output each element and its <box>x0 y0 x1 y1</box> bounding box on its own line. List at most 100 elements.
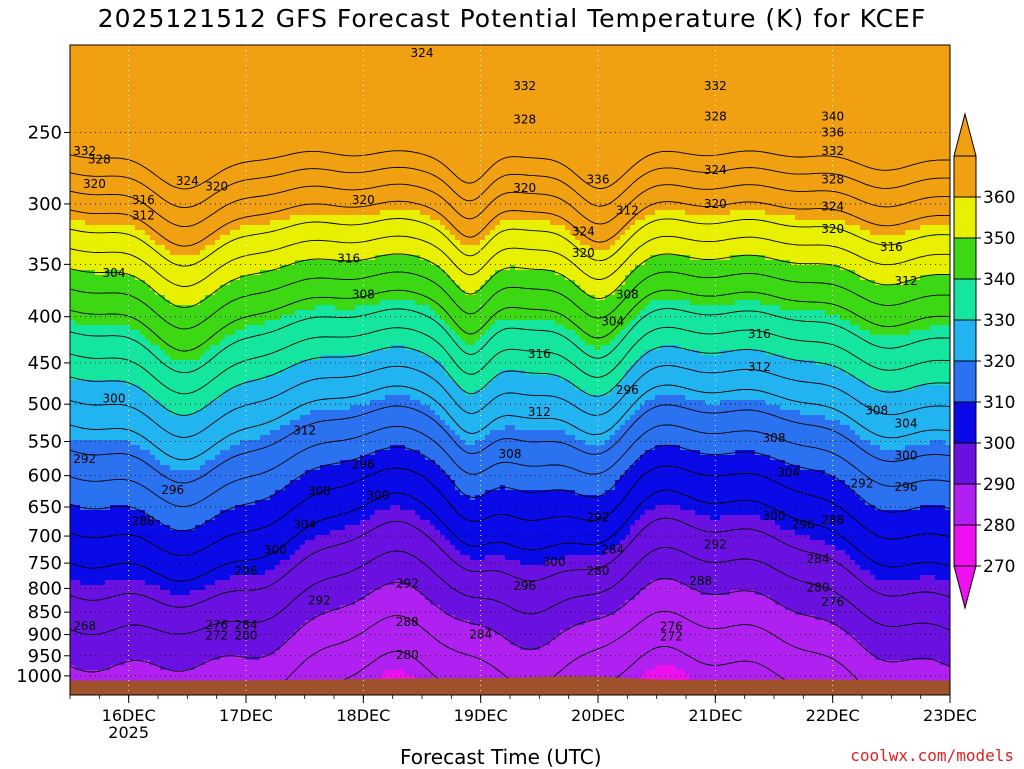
contour-label-288-26: 288 <box>396 615 419 629</box>
contour-label-272-52: 272 <box>660 630 683 644</box>
contour-label-284-49: 284 <box>601 542 624 556</box>
contour-label-304-46: 304 <box>601 315 624 329</box>
colorbar-segment-6 <box>954 279 976 320</box>
contour-label-292-22: 292 <box>308 593 331 607</box>
contour-label-332-67: 332 <box>821 144 844 158</box>
contour-label-296-23: 296 <box>352 457 375 471</box>
contour-label-288-78: 288 <box>821 513 844 527</box>
contour-label-292-48: 292 <box>587 511 610 525</box>
contour-label-320-12: 320 <box>205 180 228 194</box>
colorbar-label-270: 270 <box>983 557 1015 577</box>
x-tick-label-18dec: 18DEC <box>336 706 390 725</box>
contour-label-324-42: 324 <box>572 225 595 239</box>
y-tick-label-850: 850 <box>28 602 62 623</box>
contour-label-340-65: 340 <box>821 109 844 123</box>
colorbar-segment-3 <box>954 402 976 443</box>
contour-label-280-27: 280 <box>396 648 419 662</box>
contour-label-324-69: 324 <box>821 200 844 214</box>
contour-label-292-63: 292 <box>704 537 727 551</box>
contour-label-332-32: 332 <box>513 79 536 93</box>
contour-label-268-11: 268 <box>73 619 96 633</box>
colorbar-label-280: 280 <box>983 516 1015 536</box>
contour-label-296-39: 296 <box>513 579 536 593</box>
y-tick-label-700: 700 <box>28 526 62 547</box>
contour-label-316-35: 316 <box>528 347 551 361</box>
contour-label-304-6: 304 <box>103 266 126 280</box>
contour-label-296-62: 296 <box>792 518 815 532</box>
y-tick-label-900: 900 <box>28 625 62 646</box>
contour-label-328-33: 328 <box>513 113 536 127</box>
colorbar-segment-7 <box>954 238 976 279</box>
y-axis-pressure: 2503003504004505005506006507007508008509… <box>16 122 70 686</box>
y-tick-label-750: 750 <box>28 553 62 574</box>
contour-label-336-41: 336 <box>587 173 610 187</box>
colorbar-segment-8 <box>954 197 976 238</box>
colorbar-segment-2 <box>954 443 976 484</box>
colorbar-label-310: 310 <box>983 393 1015 413</box>
contour-label-316-57: 316 <box>748 327 771 341</box>
contour-label-300-38: 300 <box>543 555 566 569</box>
y-tick-label-500: 500 <box>28 394 62 415</box>
x-tick-label-23dec: 23DEC <box>923 706 977 725</box>
y-tick-label-1000: 1000 <box>16 666 62 687</box>
x-tick-year-label: 2025 <box>108 723 149 742</box>
contour-label-308-59: 308 <box>763 431 786 445</box>
contour-label-320-34: 320 <box>513 181 536 195</box>
colorbar-segment-9 <box>954 156 976 197</box>
colorbar-label-300: 300 <box>983 434 1015 454</box>
y-tick-label-550: 550 <box>28 432 62 453</box>
y-tick-label-400: 400 <box>28 307 62 328</box>
contour-label-320-14: 320 <box>352 193 375 207</box>
contour-label-320-43: 320 <box>572 246 595 260</box>
colorbar-label-360: 360 <box>983 188 1015 208</box>
y-tick-label-600: 600 <box>28 466 62 487</box>
x-tick-label-19dec: 19DEC <box>454 706 508 725</box>
contour-label-300-7: 300 <box>103 392 126 406</box>
y-tick-label-800: 800 <box>28 578 62 599</box>
contour-label-308-45: 308 <box>616 288 639 302</box>
contour-label-312-58: 312 <box>748 360 771 374</box>
contour-label-284-40: 284 <box>469 628 492 642</box>
contour-label-312-72: 312 <box>895 274 918 288</box>
colorbar-label-350: 350 <box>983 229 1015 249</box>
contour-label-312-36: 312 <box>528 405 551 419</box>
y-tick-label-300: 300 <box>28 194 62 215</box>
contour-label-300-24: 300 <box>367 488 390 502</box>
contour-label-284-79: 284 <box>807 552 830 566</box>
contour-label-332-53: 332 <box>704 79 727 93</box>
contour-label-280-31: 280 <box>235 628 258 642</box>
contour-label-320-70: 320 <box>821 222 844 236</box>
y-tick-label-350: 350 <box>28 254 62 275</box>
contour-label-292-8: 292 <box>73 452 96 466</box>
contour-label-288-10: 288 <box>132 514 155 528</box>
potential-temperature-field <box>70 45 951 696</box>
contour-label-312-5: 312 <box>132 209 155 223</box>
colorbar-extend-bottom <box>954 566 976 608</box>
contour-label-280-50: 280 <box>587 564 610 578</box>
y-tick-label-950: 950 <box>28 646 62 667</box>
colorbar-segment-5 <box>954 320 976 361</box>
colorbar-label-290: 290 <box>983 475 1015 495</box>
contour-label-316-71: 316 <box>880 240 903 254</box>
y-tick-label-450: 450 <box>28 353 62 374</box>
contour-label-308-18: 308 <box>308 484 331 498</box>
x-tick-label-22dec: 22DEC <box>806 706 860 725</box>
contour-label-316-4: 316 <box>132 193 155 207</box>
contour-label-288-64: 288 <box>689 574 712 588</box>
contour-label-308-73: 308 <box>865 403 888 417</box>
source-watermark[interactable]: coolwx.com/models <box>850 746 1014 765</box>
contour-label-296-47: 296 <box>616 383 639 397</box>
contour-label-304-19: 304 <box>293 518 316 532</box>
x-axis-label: Forecast Time (UTC) <box>400 745 602 769</box>
contour-label-312-17: 312 <box>293 424 316 438</box>
contour-label-300-61: 300 <box>763 509 786 523</box>
x-tick-label-20dec: 20DEC <box>571 706 625 725</box>
x-tick-label-17dec: 17DEC <box>219 706 273 725</box>
colorbar-segment-0 <box>954 525 976 566</box>
contour-label-324-55: 324 <box>704 163 727 177</box>
contour-label-280-80: 280 <box>807 580 830 594</box>
colorbar-label-340: 340 <box>983 270 1015 290</box>
contour-label-296-21: 296 <box>235 564 258 578</box>
